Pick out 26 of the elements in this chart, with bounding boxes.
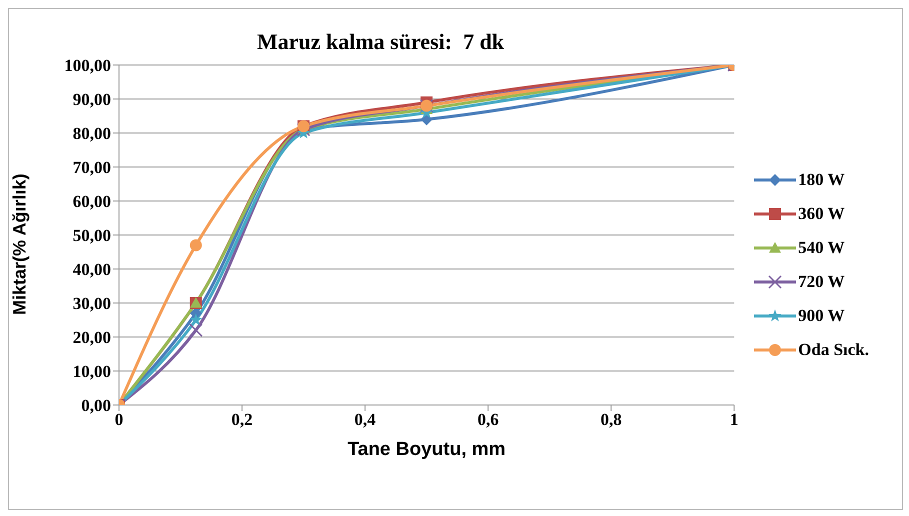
- x-tick-label: 0: [114, 410, 124, 430]
- y-tick-label: 80,00: [72, 124, 111, 144]
- x-tick-label: 0,2: [231, 410, 253, 430]
- legend-label: 360 W: [798, 204, 845, 224]
- y-tick-label: 100,00: [64, 56, 111, 76]
- legend-label: Oda Sıck.: [798, 340, 869, 360]
- y-tick-label: 10,00: [72, 362, 111, 382]
- y-tick-label: 0,00: [81, 396, 111, 416]
- x-tick-label: 0,8: [600, 410, 622, 430]
- y-axis-title: Miktar(% Ağırlık): [9, 174, 30, 315]
- y-tick-label: 70,00: [72, 158, 111, 178]
- x-tick-label: 0,6: [477, 410, 499, 430]
- y-tick-label: 40,00: [72, 260, 111, 280]
- x-tick-label: 0,4: [354, 410, 376, 430]
- y-tick-label: 30,00: [72, 294, 111, 314]
- legend-label: 900 W: [798, 306, 845, 326]
- legend-label: 540 W: [798, 238, 845, 258]
- y-tick-label: 50,00: [72, 226, 111, 246]
- x-tick-label: 1: [730, 410, 738, 430]
- legend-label: 720 W: [798, 272, 845, 292]
- y-tick-label: 20,00: [72, 328, 111, 348]
- legend-label: 180 W: [798, 170, 845, 190]
- x-axis-title: Tane Boyutu, mm: [348, 439, 506, 460]
- chart-title: Maruz kalma süresi: 7 dk: [256, 28, 506, 55]
- y-tick-label: 90,00: [72, 90, 111, 110]
- y-tick-label: 60,00: [72, 192, 111, 212]
